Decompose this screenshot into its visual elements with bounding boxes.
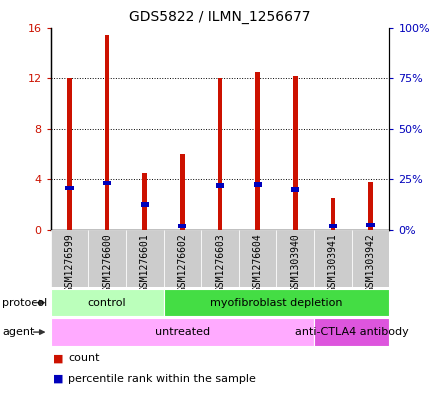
Bar [51,230,88,287]
Bar [314,230,352,287]
Bar [314,318,389,346]
Text: GSM1276603: GSM1276603 [215,233,225,292]
Bar [293,75,297,230]
Title: GDS5822 / ILMN_1256677: GDS5822 / ILMN_1256677 [129,10,311,24]
Text: GSM1276602: GSM1276602 [177,233,187,292]
Text: GSM1303941: GSM1303941 [328,233,338,292]
Text: percentile rank within the sample: percentile rank within the sample [68,374,256,384]
Bar [51,289,164,316]
Text: ■: ■ [53,374,63,384]
Bar [201,230,239,287]
Bar [276,230,314,287]
Bar [368,182,373,230]
Text: GSM1276600: GSM1276600 [102,233,112,292]
Bar [216,184,224,188]
Bar [164,230,201,287]
Bar [105,35,109,230]
Bar [67,78,72,230]
Text: control: control [88,298,126,308]
Bar [88,230,126,287]
Bar [140,202,149,207]
Bar [103,181,111,185]
Bar [329,224,337,228]
Text: agent: agent [2,327,35,337]
Bar [178,224,187,228]
Bar [291,187,300,192]
Text: count: count [68,353,100,364]
Bar [367,222,375,227]
Text: ■: ■ [53,353,63,364]
Text: anti-CTLA4 antibody: anti-CTLA4 antibody [295,327,409,337]
Bar [255,72,260,230]
Text: GSM1303942: GSM1303942 [366,233,376,292]
Text: GSM1276604: GSM1276604 [253,233,263,292]
Text: myofibroblast depletion: myofibroblast depletion [210,298,343,308]
Text: GSM1276601: GSM1276601 [140,233,150,292]
Text: GSM1303940: GSM1303940 [290,233,300,292]
Text: protocol: protocol [2,298,48,308]
Bar [253,182,262,187]
Text: untreated: untreated [155,327,210,337]
Bar [51,318,314,346]
Bar [180,154,185,230]
Bar [218,78,222,230]
Bar [239,230,276,287]
Bar [331,198,335,230]
Text: GSM1276599: GSM1276599 [64,233,74,292]
Bar [352,230,389,287]
Bar [65,186,73,190]
Bar [143,173,147,230]
Bar [126,230,164,287]
Bar [164,289,389,316]
